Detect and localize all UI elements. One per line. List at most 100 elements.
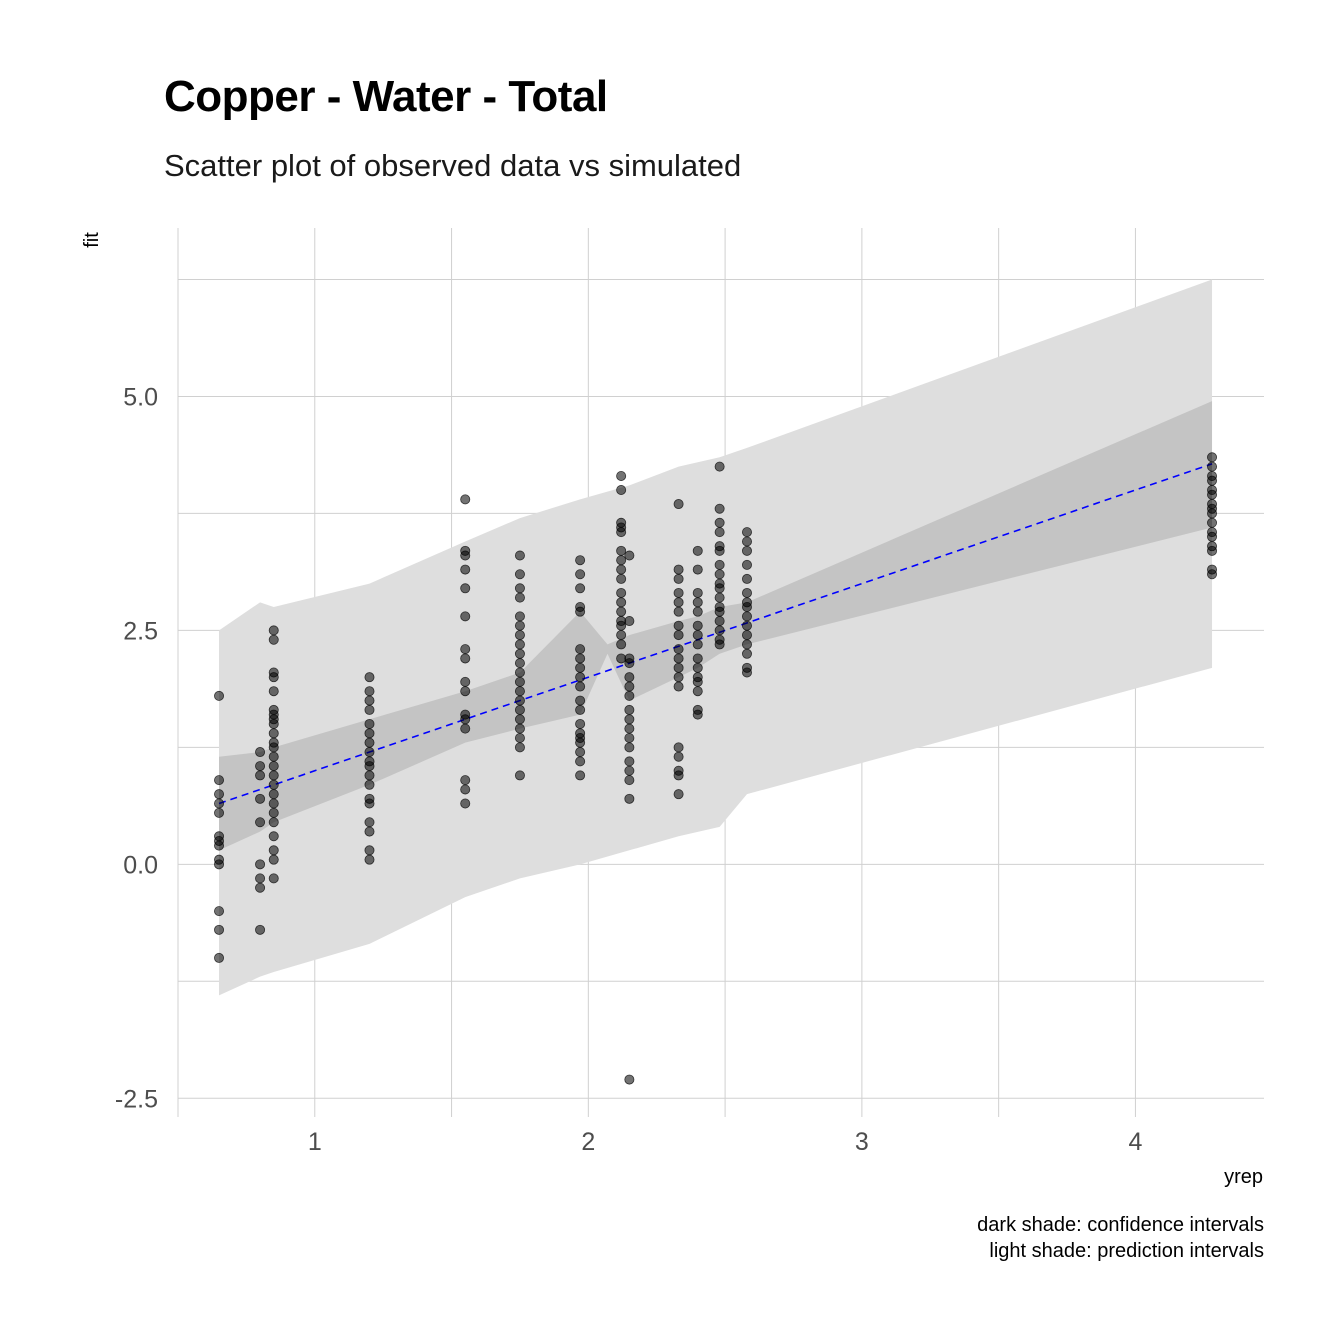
data-point bbox=[714, 517, 725, 528]
data-point bbox=[268, 742, 279, 753]
data-point bbox=[575, 644, 586, 655]
data-point bbox=[616, 564, 627, 575]
data-point bbox=[268, 831, 279, 842]
data-point bbox=[692, 545, 703, 556]
y-axis-title: fit bbox=[81, 232, 103, 248]
data-point bbox=[714, 559, 725, 570]
data-point bbox=[673, 644, 684, 655]
data-point bbox=[692, 564, 703, 575]
data-point bbox=[214, 840, 225, 851]
data-point bbox=[460, 550, 471, 561]
data-point bbox=[514, 583, 525, 594]
data-point bbox=[268, 873, 279, 884]
trend-line-group bbox=[218, 463, 1213, 805]
data-point bbox=[514, 639, 525, 650]
data-point bbox=[714, 461, 725, 472]
data-point bbox=[616, 527, 627, 538]
data-point bbox=[460, 564, 471, 575]
data-point bbox=[214, 690, 225, 701]
data-point bbox=[1207, 475, 1218, 486]
data-point bbox=[268, 686, 279, 697]
data-point bbox=[741, 536, 752, 547]
data-point bbox=[575, 583, 586, 594]
data-point bbox=[514, 742, 525, 753]
data-point bbox=[624, 742, 635, 753]
data-points bbox=[214, 452, 1218, 1085]
data-point bbox=[514, 611, 525, 622]
data-point bbox=[460, 686, 471, 697]
data-point bbox=[692, 653, 703, 664]
data-point bbox=[514, 704, 525, 715]
data-point bbox=[460, 583, 471, 594]
data-point bbox=[692, 686, 703, 697]
data-point bbox=[255, 873, 266, 884]
data-point bbox=[624, 775, 635, 786]
y-tick-label: -2.5 bbox=[115, 1085, 158, 1113]
data-point bbox=[575, 770, 586, 781]
data-point bbox=[514, 620, 525, 631]
data-point bbox=[692, 676, 703, 687]
data-point bbox=[214, 807, 225, 818]
data-point bbox=[624, 672, 635, 683]
data-point bbox=[268, 770, 279, 781]
data-point bbox=[575, 606, 586, 617]
data-point bbox=[514, 648, 525, 659]
data-point bbox=[624, 765, 635, 776]
data-point bbox=[714, 639, 725, 650]
data-point bbox=[1207, 489, 1218, 500]
data-point bbox=[616, 555, 627, 566]
data-point bbox=[616, 470, 627, 481]
data-point bbox=[460, 653, 471, 664]
trend-line bbox=[218, 463, 1213, 805]
data-point bbox=[364, 817, 375, 828]
data-point bbox=[364, 737, 375, 748]
data-point bbox=[364, 845, 375, 856]
data-point bbox=[714, 569, 725, 580]
data-point bbox=[673, 681, 684, 692]
data-point bbox=[364, 779, 375, 790]
data-point bbox=[364, 747, 375, 758]
data-point bbox=[624, 681, 635, 692]
data-point bbox=[214, 775, 225, 786]
chart-subtitle: Scatter plot of observed data vs simulat… bbox=[164, 148, 742, 183]
data-point bbox=[575, 695, 586, 706]
data-point bbox=[575, 662, 586, 673]
data-point bbox=[364, 695, 375, 706]
data-point bbox=[575, 718, 586, 729]
data-point bbox=[364, 798, 375, 809]
data-point bbox=[714, 527, 725, 538]
data-point bbox=[1207, 517, 1218, 528]
data-point bbox=[616, 545, 627, 556]
data-point bbox=[460, 723, 471, 734]
data-point bbox=[575, 569, 586, 580]
data-point bbox=[268, 789, 279, 800]
data-point bbox=[364, 672, 375, 683]
data-point bbox=[741, 667, 752, 678]
data-point bbox=[741, 648, 752, 659]
x-tick-label: 2 bbox=[581, 1128, 595, 1156]
data-point bbox=[514, 676, 525, 687]
data-point bbox=[624, 550, 635, 561]
data-point bbox=[673, 620, 684, 631]
data-point bbox=[514, 592, 525, 603]
data-point bbox=[692, 587, 703, 598]
data-point bbox=[514, 714, 525, 725]
data-point bbox=[268, 798, 279, 809]
data-point bbox=[624, 616, 635, 627]
data-point bbox=[673, 606, 684, 617]
data-point bbox=[616, 573, 627, 584]
data-point bbox=[514, 733, 525, 744]
data-point bbox=[624, 723, 635, 734]
data-point bbox=[714, 592, 725, 603]
data-point bbox=[460, 784, 471, 795]
axis-ticks: 1 2 3 4 -2.5 0.0 2.5 5.0 bbox=[115, 383, 1143, 1156]
data-point bbox=[575, 747, 586, 758]
data-point bbox=[575, 653, 586, 664]
data-point bbox=[714, 616, 725, 627]
data-point bbox=[692, 597, 703, 608]
data-point bbox=[255, 859, 266, 870]
data-point bbox=[575, 756, 586, 767]
y-tick-label: 5.0 bbox=[123, 383, 158, 411]
data-point bbox=[741, 573, 752, 584]
